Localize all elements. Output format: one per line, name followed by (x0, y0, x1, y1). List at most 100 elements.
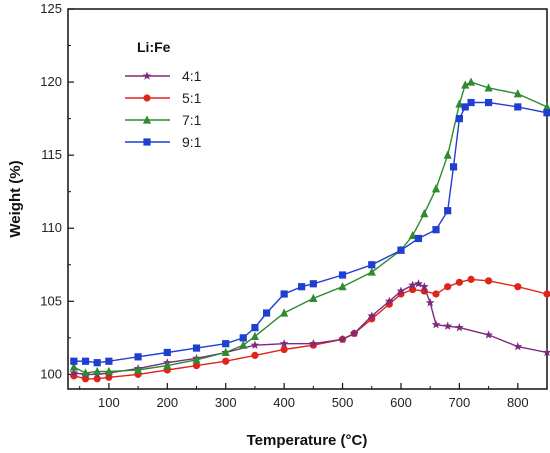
data-point (419, 282, 429, 291)
x-tick-label: 200 (156, 395, 178, 410)
data-point (414, 279, 423, 288)
data-point (455, 99, 464, 108)
data-point (163, 361, 172, 370)
data-point (309, 280, 317, 288)
x-tick-label: 100 (98, 395, 120, 410)
data-point (543, 290, 550, 298)
data-point (420, 209, 429, 218)
x-tick-label: 400 (273, 395, 295, 410)
data-point (221, 347, 230, 357)
data-point (484, 98, 493, 107)
data-point (408, 230, 417, 240)
y-tick-label: 115 (41, 147, 62, 162)
data-point (461, 80, 470, 89)
data-point (279, 339, 289, 348)
data-point (349, 328, 359, 338)
legend-marker (143, 94, 151, 102)
data-point (384, 296, 394, 306)
data-point (338, 271, 347, 279)
data-point (484, 330, 493, 339)
data-point (408, 280, 418, 289)
data-point (425, 298, 435, 307)
series-5-1 (70, 275, 550, 383)
data-point (513, 342, 523, 351)
data-point (431, 184, 441, 193)
data-point (432, 290, 440, 298)
data-point (298, 283, 306, 291)
data-point (455, 323, 464, 332)
data-point (513, 89, 522, 98)
data-point (104, 366, 113, 376)
data-point (134, 353, 142, 361)
data-point (542, 102, 550, 111)
data-point (81, 357, 90, 365)
data-point (455, 278, 463, 286)
data-point (396, 286, 406, 295)
data-point (543, 109, 550, 117)
data-point (338, 334, 347, 344)
x-tick-label: 300 (215, 395, 237, 410)
x-tick-label: 800 (507, 395, 529, 410)
data-point (250, 340, 260, 349)
data-point (81, 368, 90, 377)
legend-label: 9:1 (182, 134, 202, 150)
data-point (239, 340, 248, 349)
data-point (69, 362, 78, 371)
data-point (484, 277, 493, 285)
data-point (444, 283, 452, 291)
data-point (192, 355, 201, 364)
data-point (105, 357, 113, 365)
data-point (467, 275, 475, 283)
data-point (449, 163, 458, 171)
data-point (432, 226, 440, 234)
data-point (192, 362, 201, 370)
y-tick-label: 110 (41, 220, 62, 235)
data-point (239, 334, 247, 342)
data-point (514, 103, 522, 111)
data-point (367, 267, 376, 276)
data-point (70, 357, 78, 365)
legend-label: 5:1 (182, 90, 202, 106)
data-point (414, 234, 423, 243)
x-axis: 100 200 300 400 500 600 700 800 (79, 383, 529, 410)
legend-title: Li:Fe (137, 39, 171, 55)
data-point (263, 309, 271, 317)
data-point (280, 290, 288, 298)
series-line (73, 283, 548, 376)
y-tick-label: 125 (40, 1, 62, 16)
data-point (455, 115, 463, 123)
legend-item: 4:1 (125, 68, 202, 84)
data-point (444, 207, 452, 215)
y-axis-title: Weight (%) (7, 160, 24, 237)
data-point (280, 345, 288, 354)
data-point (368, 261, 376, 269)
data-point (250, 331, 260, 340)
data-point (443, 321, 453, 330)
data-point (133, 365, 143, 374)
series-4-1 (69, 279, 550, 379)
legend-marker (142, 115, 152, 124)
data-point (461, 103, 469, 111)
legend-item: 9:1 (125, 134, 202, 150)
series-layer (69, 77, 550, 383)
legend-marker (143, 138, 151, 146)
x-tick-label: 600 (390, 395, 412, 410)
data-point (192, 344, 201, 352)
data-point (484, 83, 493, 92)
series-7-1 (69, 77, 550, 377)
legend-label: 4:1 (182, 68, 202, 84)
data-point (467, 98, 475, 107)
x-tick-label: 700 (449, 395, 471, 410)
series-9-1 (70, 98, 550, 367)
data-point (431, 320, 441, 329)
data-point (251, 324, 259, 332)
x-axis-title: Temperature (°C) (247, 432, 368, 449)
data-point (309, 293, 318, 302)
x-tick-label: 500 (332, 395, 354, 410)
plot-frame (67, 8, 548, 390)
legend-item: 5:1 (125, 90, 202, 106)
data-point (69, 368, 79, 377)
data-point (93, 366, 102, 376)
data-point (280, 308, 289, 317)
